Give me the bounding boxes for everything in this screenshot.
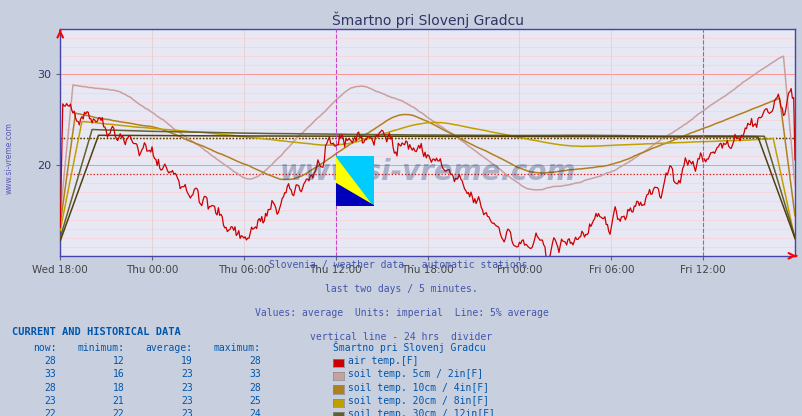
Text: 22: 22: [44, 409, 56, 416]
Text: 21: 21: [112, 396, 124, 406]
Text: 12: 12: [112, 356, 124, 366]
Text: 23: 23: [180, 369, 192, 379]
Text: soil temp. 20cm / 8in[F]: soil temp. 20cm / 8in[F]: [347, 396, 488, 406]
Text: 22: 22: [112, 409, 124, 416]
Text: 23: 23: [180, 396, 192, 406]
Text: 33: 33: [249, 369, 261, 379]
Text: Šmartno pri Slovenj Gradcu: Šmartno pri Slovenj Gradcu: [333, 341, 485, 353]
Text: 28: 28: [249, 383, 261, 393]
Text: 25: 25: [249, 396, 261, 406]
Text: 33: 33: [44, 369, 56, 379]
Text: 28: 28: [44, 383, 56, 393]
Title: Šmartno pri Slovenj Gradcu: Šmartno pri Slovenj Gradcu: [331, 12, 523, 28]
Text: Values: average  Units: imperial  Line: 5% average: Values: average Units: imperial Line: 5%…: [254, 308, 548, 318]
Polygon shape: [335, 183, 374, 206]
Text: www.si-vreme.com: www.si-vreme.com: [279, 158, 575, 186]
Text: 28: 28: [44, 356, 56, 366]
Text: vertical line - 24 hrs  divider: vertical line - 24 hrs divider: [310, 332, 492, 342]
Text: air temp.[F]: air temp.[F]: [347, 356, 418, 366]
Text: 18: 18: [112, 383, 124, 393]
Text: 23: 23: [180, 383, 192, 393]
Text: soil temp. 30cm / 12in[F]: soil temp. 30cm / 12in[F]: [347, 409, 494, 416]
Text: soil temp. 5cm / 2in[F]: soil temp. 5cm / 2in[F]: [347, 369, 482, 379]
Text: 23: 23: [44, 396, 56, 406]
Text: minimum:: minimum:: [77, 343, 124, 353]
Text: 19: 19: [180, 356, 192, 366]
Polygon shape: [335, 156, 374, 206]
Text: average:: average:: [145, 343, 192, 353]
Text: Slovenia / weather data - automatic stations.: Slovenia / weather data - automatic stat…: [269, 260, 533, 270]
Text: now:: now:: [33, 343, 56, 353]
Text: CURRENT AND HISTORICAL DATA: CURRENT AND HISTORICAL DATA: [12, 327, 180, 337]
Text: www.si-vreme.com: www.si-vreme.com: [5, 122, 14, 194]
Text: 24: 24: [249, 409, 261, 416]
Polygon shape: [335, 156, 374, 206]
Text: 16: 16: [112, 369, 124, 379]
Text: maximum:: maximum:: [213, 343, 261, 353]
Text: 23: 23: [180, 409, 192, 416]
Text: 28: 28: [249, 356, 261, 366]
Text: soil temp. 10cm / 4in[F]: soil temp. 10cm / 4in[F]: [347, 383, 488, 393]
Text: last two days / 5 minutes.: last two days / 5 minutes.: [325, 284, 477, 294]
